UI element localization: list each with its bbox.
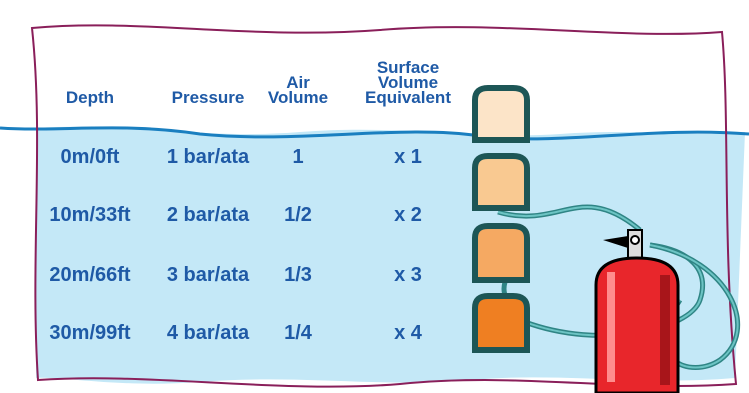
cell: 10m/33ft [49, 204, 130, 226]
cell: 1/3 [284, 264, 312, 286]
diagram: DepthPressureAirVolumeSurfaceVolumeEquiv… [0, 0, 749, 393]
cell: 1/2 [284, 204, 312, 226]
cell: x 2 [394, 204, 422, 226]
cell: x 4 [394, 322, 423, 344]
cell: 2 bar/ata [167, 204, 250, 226]
cell: 3 bar/ata [167, 264, 250, 286]
cell: 1/4 [284, 322, 313, 344]
column-header: Depth [66, 88, 114, 107]
cell: 1 [292, 146, 303, 168]
cell: 30m/99ft [49, 322, 130, 344]
column-header: Volume [268, 88, 328, 107]
cell: x 1 [394, 146, 422, 168]
cell: x 3 [394, 264, 422, 286]
column-header: Equivalent [365, 88, 451, 107]
cell: 20m/66ft [49, 264, 130, 286]
column-header: Pressure [172, 88, 245, 107]
cell: 0m/0ft [61, 146, 120, 168]
cell: 1 bar/ata [167, 146, 250, 168]
cell: 4 bar/ata [167, 322, 250, 344]
